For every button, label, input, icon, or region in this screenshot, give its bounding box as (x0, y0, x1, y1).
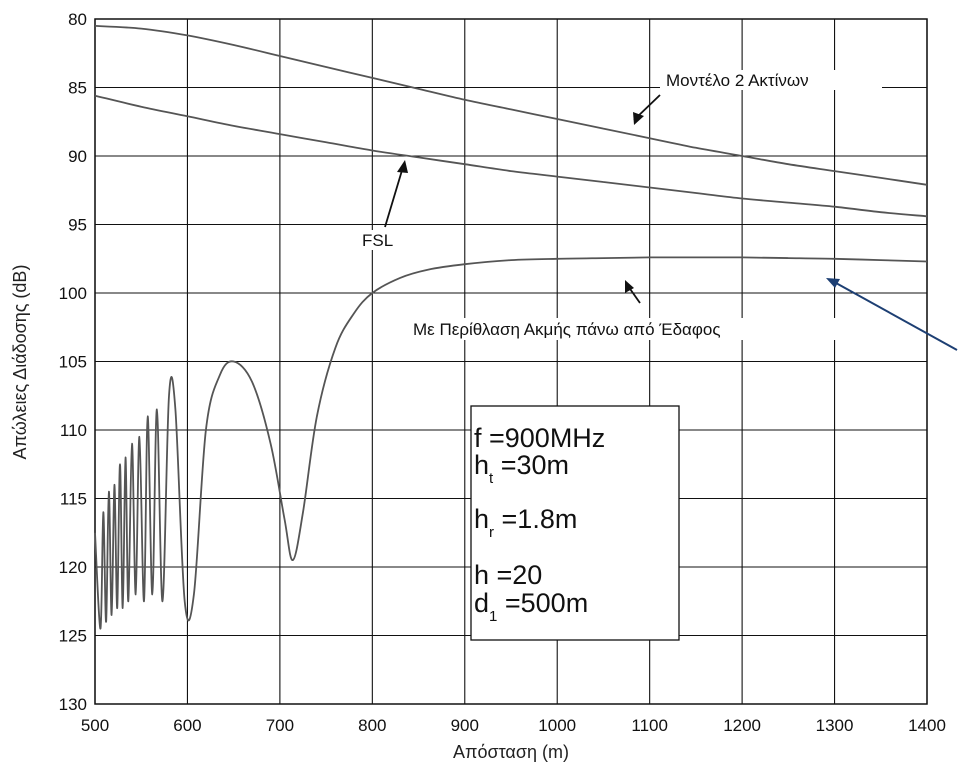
annotation-two-ray: Μοντέλο 2 Ακτίνων (666, 71, 809, 90)
annotation-bg-diffraction (408, 318, 886, 340)
parameter-box (470, 405, 680, 641)
annotation-diffraction: Με Περίθλαση Ακμής πάνω από Έδαφος (413, 320, 721, 339)
x-tick-label: 500 (81, 716, 109, 735)
x-tick-label: 1400 (908, 716, 946, 735)
param-ht-subscript: t (489, 470, 494, 487)
param-d1: d1 =500m (474, 588, 588, 625)
annotation-fsl: FSL (362, 231, 393, 250)
param-d1-subscript: 1 (489, 608, 497, 625)
arrow-head-two-ray (633, 112, 644, 125)
x-tick-label: 1000 (538, 716, 576, 735)
param-ht: ht =30m (474, 450, 569, 487)
y-tick-label: 110 (60, 421, 87, 440)
param-hr: hr =1.8m (474, 504, 577, 541)
y-tick-label: 120 (59, 558, 87, 577)
x-tick-label: 700 (266, 716, 294, 735)
data-series (94, 25, 928, 630)
y-axis-label: Απώλειες Διάδοσης (dB) (10, 265, 30, 460)
tick-labels: 500 600 700 800 900 1000 1100 1200 1300 140080859… (59, 10, 946, 735)
x-tick-label: 1100 (631, 716, 668, 735)
y-tick-label: 115 (60, 490, 87, 509)
arrow-head-diffraction (625, 280, 634, 293)
param-h: h =20 (474, 560, 542, 590)
x-tick-label: 1200 (723, 716, 761, 735)
param-ht-value: =30m (493, 450, 569, 480)
annotation-bg-fsl (360, 230, 400, 250)
x-tick-label: 900 (451, 716, 479, 735)
x-tick-label: 1300 (816, 716, 854, 735)
y-tick-label: 85 (68, 79, 87, 98)
x-axis-label: Απόσταση (m) (453, 742, 569, 762)
y-tick-label: 130 (59, 695, 87, 714)
two-ray-model-line (94, 25, 928, 186)
param-d1-letter: d (474, 588, 489, 618)
y-tick-label: 95 (68, 216, 87, 235)
y-tick-label: 90 (68, 147, 87, 166)
param-hr-letter: h (474, 504, 489, 534)
y-tick-label: 80 (68, 10, 87, 29)
arrow-head-fsl (397, 160, 408, 173)
y-tick-label: 125 (59, 627, 87, 646)
blue-pointer-arrow-head (826, 278, 840, 288)
x-tick-label: 600 (173, 716, 201, 735)
param-hr-subscript: r (489, 524, 494, 541)
blue-pointer-arrow (835, 282, 958, 351)
annotation-bg-two-ray (660, 70, 882, 90)
x-tick-label: 800 (358, 716, 386, 735)
param-hr-value: =1.8m (494, 504, 577, 534)
param-frequency: f =900MHz (474, 423, 605, 453)
y-tick-label: 100 (59, 284, 87, 303)
arrow-fsl (384, 166, 404, 228)
param-ht-letter: h (474, 450, 489, 480)
y-tick-label: 105 (59, 353, 87, 372)
param-d1-value: =500m (497, 588, 588, 618)
plot-frame (94, 18, 928, 705)
fsl-line (94, 94, 928, 218)
knife-edge-diffraction-line (94, 256, 928, 630)
